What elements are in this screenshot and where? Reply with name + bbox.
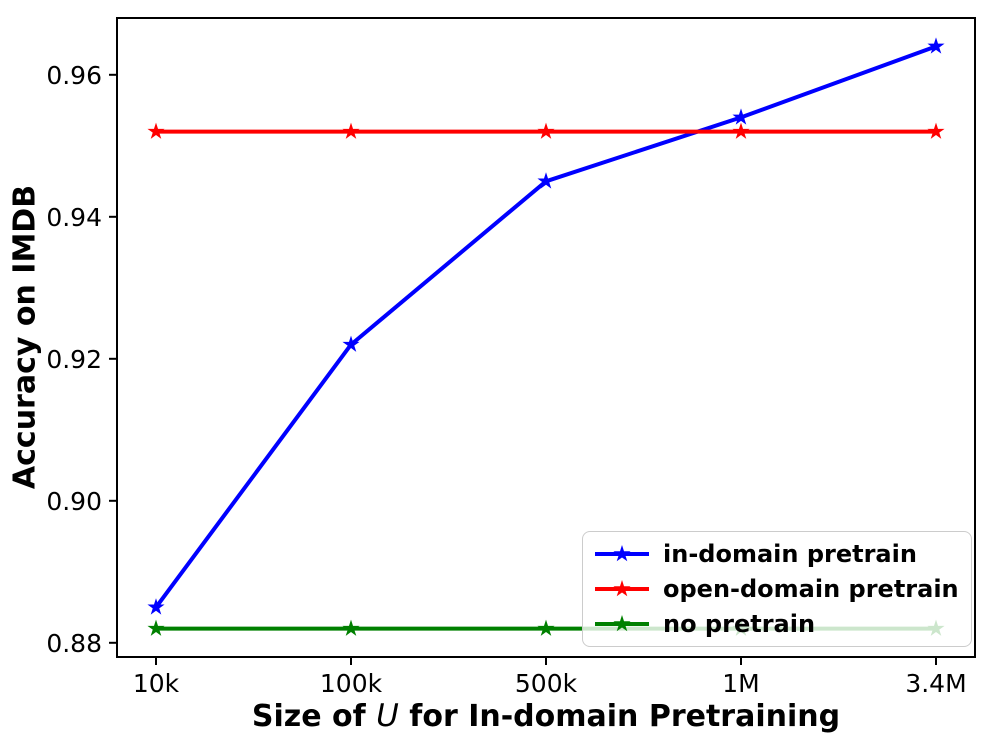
y-axis-label: Accuracy on IMDB — [7, 184, 43, 490]
star-marker-icon — [147, 619, 165, 636]
star-marker-icon — [732, 108, 750, 125]
star-marker-icon — [147, 122, 165, 139]
star-marker-icon — [537, 172, 555, 189]
star-marker-icon — [732, 122, 750, 139]
series-open-domain-pretrain — [147, 122, 945, 139]
star-marker-icon — [342, 335, 360, 352]
legend-item-open-domain-pretrain: open-domain pretrain — [593, 575, 961, 603]
legend-item-in-domain-pretrain: in-domain pretrain — [593, 540, 961, 568]
star-marker-icon — [537, 619, 555, 636]
star-marker-icon — [147, 598, 165, 615]
x-tick-label: 10k — [133, 669, 180, 698]
star-marker-icon — [613, 579, 631, 597]
x-tick-label: 1M — [722, 669, 759, 698]
legend-line-sample-icon — [595, 615, 649, 632]
series-in-domain-pretrain — [147, 37, 945, 615]
x-axis-label-prefix: Size of — [251, 699, 377, 734]
star-marker-icon — [613, 544, 631, 561]
y-tick-label: 0.90 — [46, 487, 102, 516]
y-axis-ticks: 0.88 0.90 0.92 0.94 0.96 — [46, 61, 117, 658]
x-axis-label: Size of U for In-domain Pretraining — [252, 698, 840, 734]
x-axis-label-variable: U — [376, 698, 399, 734]
star-marker-icon — [927, 37, 945, 54]
star-marker-icon — [613, 615, 631, 632]
star-marker-icon — [537, 122, 555, 139]
x-axis-label-suffix: for In-domain Pretraining — [398, 699, 841, 734]
legend-item-no-pretrain: no pretrain — [593, 610, 961, 638]
legend-line-sample-icon — [595, 579, 649, 597]
y-tick-label: 0.96 — [46, 61, 102, 90]
legend-line-sample-icon — [595, 544, 649, 561]
x-axis-ticks: 10k 100k 500k 1M 3.4M — [133, 657, 967, 698]
y-tick-label: 0.88 — [46, 629, 102, 658]
x-tick-label: 500k — [515, 669, 578, 698]
star-marker-icon — [927, 122, 945, 139]
x-tick-label: 3.4M — [905, 669, 966, 698]
legend: in-domain pretrain open-domain pretrain … — [582, 531, 972, 647]
y-tick-label: 0.94 — [46, 203, 102, 232]
y-tick-label: 0.92 — [46, 345, 102, 374]
legend-label: open-domain pretrain — [663, 574, 959, 603]
star-marker-icon — [342, 619, 360, 636]
x-tick-label: 100k — [320, 669, 383, 698]
legend-label: no pretrain — [663, 610, 816, 639]
legend-label: in-domain pretrain — [663, 539, 917, 568]
star-marker-icon — [342, 122, 360, 139]
